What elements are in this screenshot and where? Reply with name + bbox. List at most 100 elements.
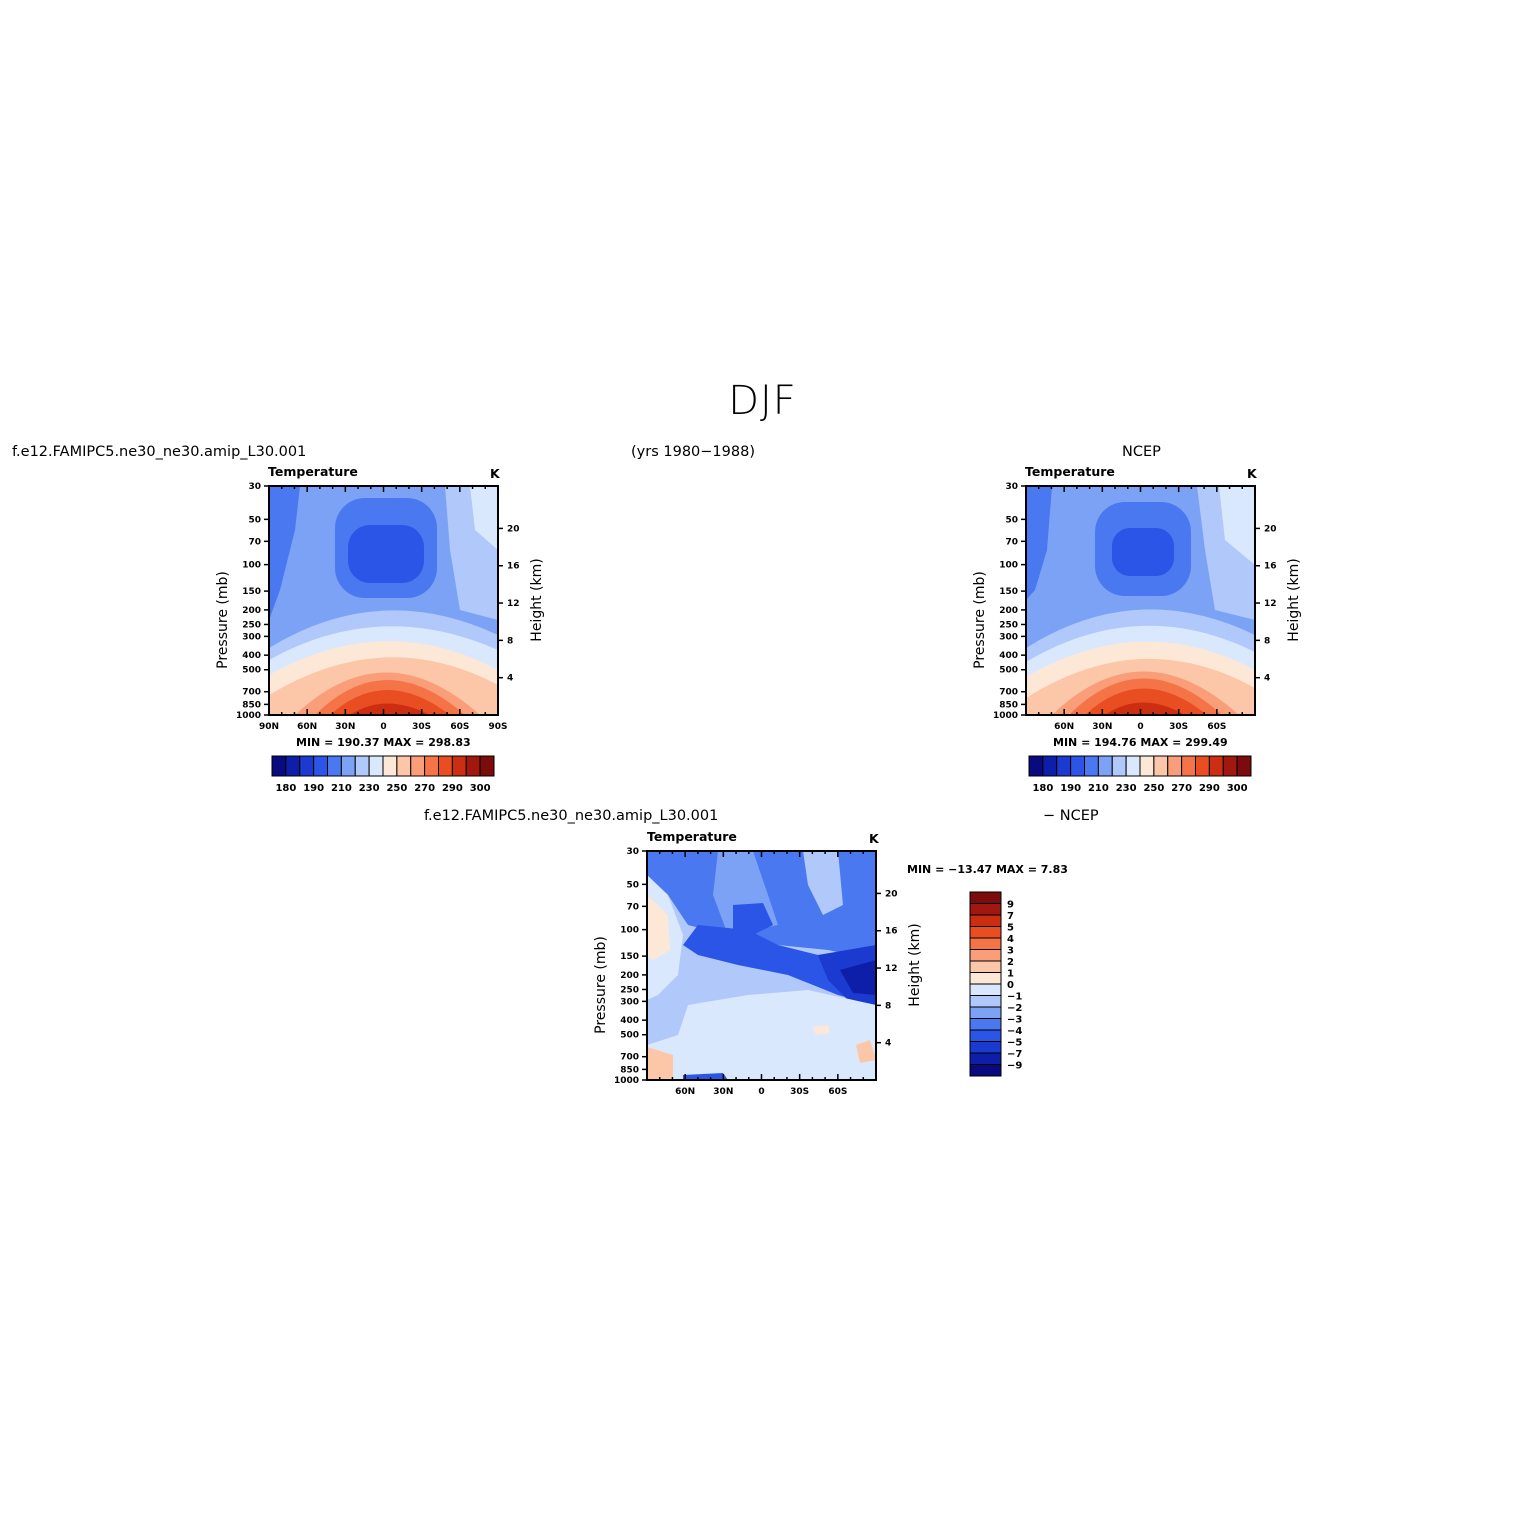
model-ylabel: Pressure (mb) <box>215 571 231 669</box>
model-colorbar-label: 300 <box>470 783 491 794</box>
diff-colorbar-box <box>969 995 1002 1008</box>
diff-colorbar-box <box>969 1064 1002 1077</box>
model-min-max: MIN = 190.37 MAX = 298.83 <box>296 736 471 749</box>
model-colorbar-box <box>465 755 481 777</box>
diff-colorbar-box <box>969 972 1002 985</box>
model-y2tick-label: 12 <box>507 599 520 609</box>
obs-ytick-label: 300 <box>999 632 1018 642</box>
model-ytick-label: 70 <box>248 537 261 547</box>
model-ytick-label: 400 <box>242 651 261 661</box>
diff-ytick-label: 250 <box>620 985 639 995</box>
model-colorbar-box <box>410 755 426 777</box>
diff-colorbar-label: −9 <box>1007 1061 1022 1072</box>
model-right-axis: 20 16 12 8 4 <box>498 524 520 684</box>
obs-ytick-label: 400 <box>999 651 1018 661</box>
model-colorbar-label: 190 <box>303 783 324 794</box>
obs-right-axis: 20 16 12 8 4 <box>1255 524 1277 684</box>
model-colorbar-label: 270 <box>414 783 435 794</box>
diff-y2tick-label: 20 <box>885 889 898 899</box>
diff-min-max: MIN = −13.47 MAX = 7.83 <box>907 863 1068 876</box>
diff-ytick-label: 400 <box>620 1016 639 1026</box>
obs-ytick-label: 850 <box>999 700 1018 710</box>
obs-xtick-label: 0 <box>1137 722 1143 732</box>
diff-colorbar-label: 4 <box>1007 934 1014 945</box>
diff-colorbar-label: −1 <box>1007 992 1022 1003</box>
model-xtick-label: 30S <box>412 722 431 732</box>
obs-colorbar: 180 190 210 230 250 270 290 300 <box>1028 755 1252 794</box>
model-xtick-label: 90N <box>259 722 279 732</box>
diff-colorbar-box <box>969 914 1002 927</box>
model-xtick-label: 30N <box>335 722 355 732</box>
model-colorbar-box <box>368 755 384 777</box>
model-ytick-label: 700 <box>242 688 261 698</box>
obs-colorbar-label: 190 <box>1060 783 1081 794</box>
obs-bottom-axis: 60N 30N 0 30S 60S <box>1025 486 1256 732</box>
diff-ytick-label: 150 <box>620 952 639 962</box>
obs-colorbar-box <box>1222 755 1238 777</box>
obs-min-max: MIN = 194.76 MAX = 299.49 <box>1053 736 1228 749</box>
diff-ytick-label: 200 <box>620 971 639 981</box>
model-colorbar-label: 210 <box>331 783 352 794</box>
model-ytick-label: 500 <box>242 666 261 676</box>
diff-obs-name: − NCEP <box>1043 808 1099 824</box>
model-colorbar-box <box>313 755 328 777</box>
model-y2tick-label: 20 <box>507 524 520 534</box>
model-colorbar-box <box>271 755 287 777</box>
diff-colorbar-boxes <box>969 891 1002 1077</box>
diff-ytick-label: 700 <box>620 1053 639 1063</box>
obs-ytick-label: 70 <box>1005 537 1018 547</box>
obs-colorbar-box <box>1028 755 1044 777</box>
diff-colorbar-box <box>969 891 1002 904</box>
diff-colorbar-box <box>969 903 1002 916</box>
model-colorbar-box <box>479 755 495 777</box>
obs-colorbar-box <box>1167 755 1183 777</box>
model-colorbar-boxes <box>271 755 495 777</box>
obs-colorbar-boxes <box>1028 755 1252 777</box>
diff-field <box>647 851 876 1080</box>
diff-colorbar-label: 1 <box>1007 969 1014 980</box>
model-ytick-label: 1000 <box>236 711 261 721</box>
obs-ylabel: Pressure (mb) <box>972 571 988 669</box>
diff-colorbar-label: −2 <box>1007 1003 1022 1014</box>
diff-right-axis: 20 16 12 8 4 <box>876 889 898 1049</box>
obs-colorbar-box <box>1070 755 1085 777</box>
model-xtick-label: 60S <box>450 722 469 732</box>
diff-colorbar-box <box>969 983 1002 996</box>
diff-xtick-label: 0 <box>758 1087 764 1097</box>
case-name: f.e12.FAMIPC5.ne30_ne30.amip_L30.001 <box>12 444 307 460</box>
obs-ytick-label: 150 <box>999 587 1018 597</box>
diff-colorbar-box <box>969 1052 1002 1065</box>
diff-colorbar-box <box>969 1018 1002 1031</box>
model-xtick-label: 60N <box>297 722 317 732</box>
diff-colorbar-label: 9 <box>1007 900 1014 911</box>
diff-colorbar-box <box>969 926 1002 939</box>
diff-colorbar-box <box>969 937 1002 950</box>
diff-colorbar-label: −4 <box>1007 1026 1022 1037</box>
model-colorbar-label: 290 <box>442 783 463 794</box>
diff-ytick-label: 70 <box>626 902 639 912</box>
obs-colorbar-box <box>1195 755 1210 777</box>
diff-xtick-label: 30S <box>790 1087 809 1097</box>
obs-colorbar-label: 270 <box>1171 783 1192 794</box>
obs-ytick-label: 700 <box>999 688 1018 698</box>
obs-ytick-label: 250 <box>999 620 1018 630</box>
diff-y2tick-label: 16 <box>885 927 898 937</box>
model-y2tick-label: 16 <box>507 562 520 572</box>
model-ytick-label: 50 <box>248 515 261 525</box>
model-ytick-label: 300 <box>242 632 261 642</box>
model-colorbar-label: 230 <box>359 783 380 794</box>
model-units: K <box>490 466 500 481</box>
diff-colorbar-label: 7 <box>1007 911 1014 922</box>
model-variable: Temperature <box>268 464 358 479</box>
obs-y2tick-label: 4 <box>1264 674 1270 684</box>
model-y2label: Height (km) <box>529 558 545 641</box>
model-colorbar-box <box>396 755 412 777</box>
obs-field <box>1026 486 1255 715</box>
obs-colorbar-labels: 180 190 210 230 250 270 290 300 <box>1032 783 1247 794</box>
